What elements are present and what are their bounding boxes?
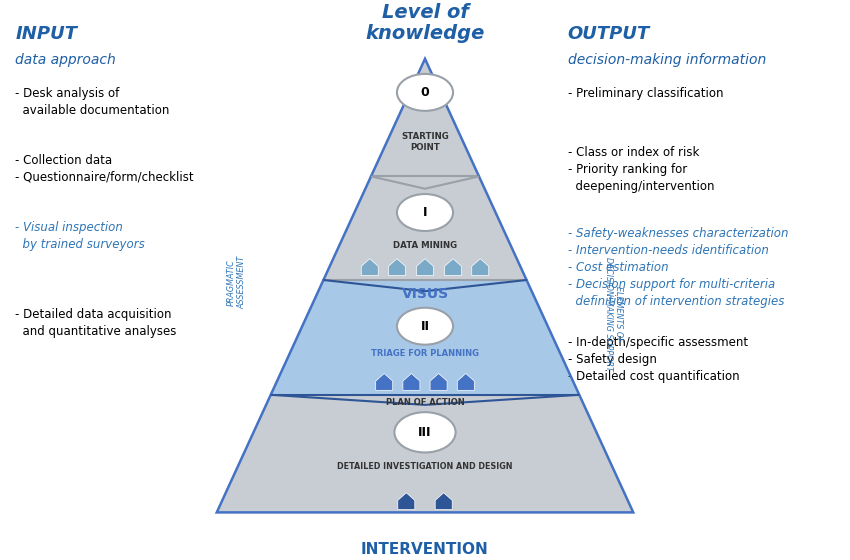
Text: INTERVENTION: INTERVENTION <box>361 542 489 557</box>
Text: OUTPUT: OUTPUT <box>568 25 650 43</box>
Text: DETAILED INVESTIGATION AND DESIGN: DETAILED INVESTIGATION AND DESIGN <box>337 462 513 471</box>
Text: - Detailed data acquisition
  and quantitative analyses: - Detailed data acquisition and quantita… <box>15 308 177 338</box>
Polygon shape <box>416 259 434 276</box>
Text: STARTING
POINT: STARTING POINT <box>401 132 449 152</box>
Text: INPUT: INPUT <box>15 25 77 43</box>
Text: PLAN OF ACTION: PLAN OF ACTION <box>386 398 464 407</box>
Text: - In-depth/specific assessment
- Safety design
- Detailed cost quantification: - In-depth/specific assessment - Safety … <box>568 336 748 383</box>
Text: ELEMENTS OF
DECISION-MAKING SUPPORT: ELEMENTS OF DECISION-MAKING SUPPORT <box>604 256 623 371</box>
Polygon shape <box>324 176 526 280</box>
Polygon shape <box>472 259 489 276</box>
Text: PRAGMATIC
ASSESSMENT: PRAGMATIC ASSESSMENT <box>227 256 246 310</box>
Text: data approach: data approach <box>15 53 116 67</box>
Text: I: I <box>422 206 428 219</box>
Text: - Class or index of risk
- Priority ranking for
  deepening/intervention: - Class or index of risk - Priority rank… <box>568 146 714 193</box>
Polygon shape <box>376 374 393 390</box>
Text: - Desk analysis of
  available documentation: - Desk analysis of available documentati… <box>15 87 170 117</box>
Polygon shape <box>445 259 462 276</box>
Text: - Preliminary classification: - Preliminary classification <box>568 87 723 100</box>
Text: II: II <box>421 320 429 333</box>
Polygon shape <box>435 493 452 510</box>
Polygon shape <box>217 395 633 512</box>
Polygon shape <box>457 374 474 390</box>
Circle shape <box>394 412 456 452</box>
Polygon shape <box>371 59 479 176</box>
Text: Level of
knowledge: Level of knowledge <box>366 3 484 43</box>
Text: VISUS: VISUS <box>401 287 449 301</box>
Circle shape <box>397 194 453 231</box>
Polygon shape <box>388 259 405 276</box>
Text: decision-making information: decision-making information <box>568 53 766 67</box>
Text: DATA MINING: DATA MINING <box>393 241 457 250</box>
Text: - Collection data
- Questionnaire/form/checklist: - Collection data - Questionnaire/form/c… <box>15 154 194 184</box>
Polygon shape <box>271 280 579 395</box>
Polygon shape <box>398 493 415 510</box>
Polygon shape <box>361 259 378 276</box>
Text: 0: 0 <box>421 86 429 99</box>
Polygon shape <box>403 374 420 390</box>
Text: - Safety-weaknesses characterization
- Intervention-needs identification
- Cost : - Safety-weaknesses characterization - I… <box>568 227 788 308</box>
Text: - Visual inspection
  by trained surveyors: - Visual inspection by trained surveyors <box>15 221 145 251</box>
Polygon shape <box>430 374 447 390</box>
Circle shape <box>397 308 453 345</box>
Circle shape <box>397 74 453 111</box>
Text: III: III <box>418 426 432 439</box>
Text: TRIAGE FOR PLANNING: TRIAGE FOR PLANNING <box>371 348 479 358</box>
